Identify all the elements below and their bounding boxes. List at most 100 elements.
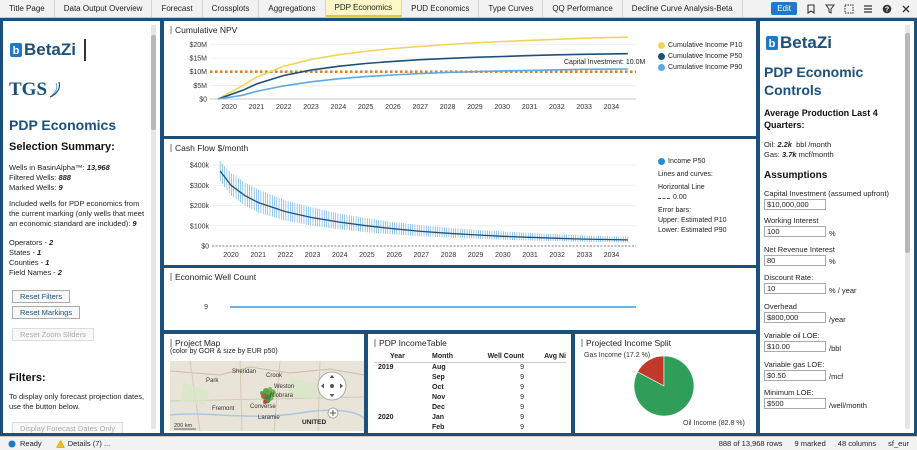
table-cell-year <box>374 373 422 383</box>
left-info-panel: b BetaZi TGS PDP Economics Selection Sum… <box>3 21 160 433</box>
bookmark-icon[interactable] <box>806 3 816 14</box>
table-header-month[interactable]: Month <box>432 353 453 360</box>
display-forecast-dates-button[interactable]: Display Forecast Dates Only <box>12 422 124 433</box>
oil-loe-unit: /bbl <box>829 343 842 353</box>
npv-series-p90-line[interactable] <box>218 68 628 100</box>
table-cell-year <box>374 393 422 403</box>
table-row[interactable]: Sep 9 <box>374 373 566 383</box>
assumptions-form: Capital Investment (assumed upfront) $10… <box>764 189 889 411</box>
working-interest-unit: % <box>829 228 836 238</box>
table-cell-well-count: 9 <box>520 404 524 411</box>
table-row[interactable]: Oct 9 <box>374 383 566 393</box>
betazi-logo: b BetaZi <box>9 39 86 61</box>
map-label-converse: Converse <box>250 404 276 410</box>
select-icon[interactable] <box>844 4 854 14</box>
cash-flow-chart[interactable]: $0 $100k $200k $300k $400k 2020 2021 2022 2023 20… <box>164 139 756 265</box>
oil-value: 2.2k <box>777 140 792 149</box>
right-panel-scrollbar[interactable] <box>905 25 910 429</box>
capital-input[interactable]: $10,000,000 <box>764 199 826 210</box>
cf-xtick: 2025 <box>359 252 375 259</box>
npv-xtick: 2032 <box>549 104 565 111</box>
cash-flow-title: Cash Flow $/month <box>170 143 248 153</box>
tab-crossplots[interactable]: Crossplots <box>203 0 260 17</box>
npv-series-p50-line[interactable] <box>217 52 628 100</box>
discount-rate-input[interactable]: 10 <box>764 283 826 295</box>
projected-income-split-panel: Projected Income Split Gas Income (17.2 … <box>575 334 756 433</box>
reset-zoom-sliders-button[interactable]: Reset Zoom Sliders <box>12 328 94 341</box>
table-cell-year <box>374 403 422 413</box>
tab-title-page[interactable]: Title Page <box>0 0 55 17</box>
npv-series-p10-line[interactable] <box>217 36 628 100</box>
tab-aggregations[interactable]: Aggregations <box>259 0 326 17</box>
table-cell-month: Oct <box>432 384 444 391</box>
map-well-marker[interactable] <box>260 391 264 395</box>
discount-rate-label: Discount Rate: <box>764 273 814 283</box>
tab-forecast[interactable]: Forecast <box>152 0 203 17</box>
tab-pdp-economics[interactable]: PDP Economics <box>325 0 403 17</box>
min-loe-input[interactable]: $500 <box>764 398 826 410</box>
table-row[interactable]: Feb 9 <box>374 423 566 433</box>
map-zoom-in-button[interactable] <box>327 407 339 419</box>
tab-type-curves[interactable]: Type Curves <box>479 0 544 17</box>
table-row[interactable]: Nov 9 <box>374 393 566 403</box>
table-cell-well-count: 9 <box>520 364 524 371</box>
tab-decline-curve-analysis-beta[interactable]: Decline Curve Analysis-Beta <box>623 0 743 17</box>
table-header-year[interactable]: Year <box>390 353 405 360</box>
npv-legend-item-p50[interactable]: Cumulative Income P50 <box>658 51 742 62</box>
map-well-marker[interactable] <box>268 387 272 391</box>
income-split-chart[interactable]: Gas Income (17.2 %) Oil Income (82.8 %) <box>575 334 756 433</box>
cf-xtick: 2029 <box>468 252 484 259</box>
overhead-input[interactable]: $800,000 <box>764 312 826 324</box>
gas-loe-unit: /mcf <box>829 372 844 382</box>
table-cell-month: Aug <box>432 364 446 371</box>
gas-value: 3.7k <box>781 150 797 159</box>
left-panel-scroll-thumb[interactable] <box>151 35 156 130</box>
well-count-chart[interactable]: 9 <box>164 268 756 330</box>
edit-button[interactable]: Edit <box>771 2 797 15</box>
map-pan-control[interactable] <box>317 371 347 401</box>
npv-legend-label-p90: Cumulative Income P90 <box>668 64 743 71</box>
gas-loe-input[interactable]: $0.50 <box>764 369 826 381</box>
cumulative-npv-chart[interactable]: $0 $5M $10M $15M $20M 2020 2021 2022 2023 2024 202… <box>164 21 756 136</box>
close-icon[interactable] <box>901 4 911 14</box>
working-interest-input[interactable]: 100 <box>764 226 826 237</box>
help-icon[interactable]: ? <box>882 4 892 14</box>
tab-bar: Title Page Data Output Overview Forecast Cr… <box>0 0 917 18</box>
cf-series-p50-line[interactable] <box>219 170 628 241</box>
table-header-well-count[interactable]: Well Count <box>487 353 524 360</box>
working-interest-label: Working Interest <box>764 216 819 225</box>
npv-xtick: 2033 <box>576 104 592 111</box>
tab-data-output-overview[interactable]: Data Output Overview <box>55 0 153 17</box>
npv-legend-item-p90[interactable]: Cumulative Income P90 <box>658 62 742 73</box>
right-panel-scroll-thumb[interactable] <box>905 33 910 253</box>
npv-ytick: $5M <box>193 83 207 90</box>
capital-investment-annotation: Capital Investment: 10.0M <box>564 59 646 66</box>
table-row[interactable]: 2020 Jan 9 <box>374 413 566 423</box>
details-link[interactable]: Details (7) ... <box>67 439 111 448</box>
map-well-marker[interactable] <box>263 400 267 404</box>
cf-legend-item-p50[interactable]: Income P50 <box>658 157 754 167</box>
reset-filters-button[interactable]: Reset Filters <box>12 290 71 303</box>
filter-icon[interactable] <box>825 4 835 14</box>
map-well-marker[interactable] <box>270 389 276 395</box>
reset-markings-button[interactable]: Reset Markings <box>12 306 81 319</box>
tab-qq-performance[interactable]: QQ Performance <box>543 0 623 17</box>
betazi-logo-icon: b <box>10 43 22 57</box>
table-header-row: Year Month Well Count Avg Ni <box>374 353 566 363</box>
tab-pud-economics[interactable]: PUD Economics <box>402 0 480 17</box>
table-header-avg-ni[interactable]: Avg Ni <box>544 353 566 360</box>
nri-input[interactable]: 80 <box>764 254 826 266</box>
map-well-marker[interactable] <box>265 394 271 400</box>
table-row[interactable]: Dec 9 <box>374 403 566 413</box>
selection-summary-heading: Selection Summary: <box>9 141 115 153</box>
left-panel-scrollbar[interactable] <box>151 25 156 429</box>
toolbar: Edit ? <box>771 2 911 15</box>
oil-loe-input[interactable]: $10.00 <box>764 340 826 352</box>
pie-slice-oil[interactable] <box>633 355 695 417</box>
tgs-logo-text: TGS <box>9 79 48 100</box>
menu-icon[interactable] <box>863 4 873 14</box>
cf-ytick: $300k <box>190 183 210 190</box>
npv-legend-item-p10[interactable]: Cumulative Income P10 <box>658 40 742 51</box>
table-row[interactable]: 2019 Aug 9 <box>374 363 566 373</box>
project-map[interactable]: Park Sheridan Crook Weston Niobrara Frem… <box>170 361 364 431</box>
